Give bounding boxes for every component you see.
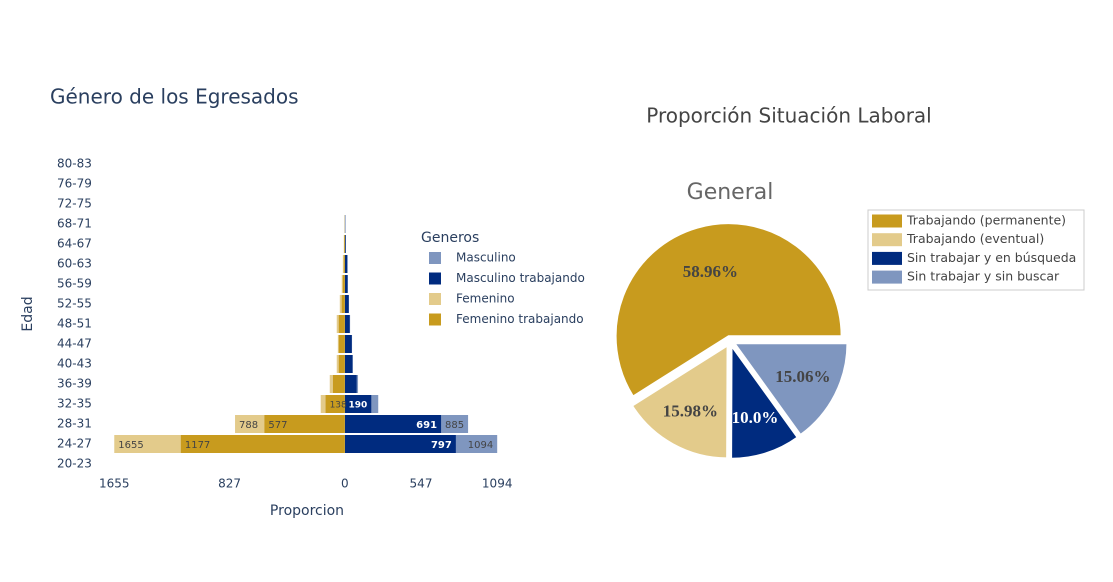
slice-label: 10.0% [732, 408, 779, 427]
bar [338, 315, 345, 333]
bar [343, 255, 345, 273]
bar [344, 235, 346, 253]
legend-swatch [429, 252, 441, 264]
bar [344, 295, 349, 313]
legend-swatch [429, 293, 441, 305]
legend-swatch [872, 233, 902, 247]
y-tick-label: 48-51 [57, 317, 92, 331]
legend-label: Femenino [456, 292, 515, 306]
x-tick-label: 0 [341, 477, 349, 491]
y-tick-label: 68-71 [57, 217, 92, 231]
pie-slice [730, 342, 799, 460]
bar [342, 275, 345, 293]
bar-value-label: 1177 [185, 440, 210, 451]
bar [344, 415, 442, 433]
y-tick-label: 20-23 [57, 457, 92, 471]
legend-label: Femenino trabajando [456, 312, 584, 326]
bar-value-label: 190 [348, 401, 367, 411]
bar [344, 395, 372, 413]
legend-label: Masculino [456, 251, 516, 265]
y-tick-label: 32-35 [57, 397, 92, 411]
y-axis-title: Edad [20, 296, 36, 331]
bar [344, 255, 348, 273]
pie-legend-box [867, 209, 1085, 291]
x-tick-label: 827 [218, 477, 241, 491]
legend-swatch [429, 272, 441, 285]
y-tick-label: 28-31 [57, 417, 92, 431]
y-tick-label: 64-67 [57, 237, 92, 251]
bar [264, 415, 345, 433]
bar [338, 355, 345, 373]
y-tick-label: 36-39 [57, 377, 92, 391]
bar [332, 375, 345, 393]
y-tick-label: 60-63 [57, 257, 92, 271]
legend-label: Sin trabajar y sin buscar [907, 269, 1060, 284]
x-axis-title: Proporcion [270, 503, 344, 519]
x-tick-label: 1094 [482, 477, 513, 491]
legend-swatch [872, 251, 902, 265]
legend-swatch [429, 313, 441, 326]
bar [344, 315, 350, 333]
legend-swatch [872, 270, 902, 284]
y-tick-label: 72-75 [57, 197, 92, 211]
bar [342, 255, 345, 273]
bar [180, 435, 345, 453]
bar [338, 335, 345, 353]
pie-slice [614, 222, 843, 398]
chart-title: Género de los Egresados [50, 85, 299, 109]
bar-value-label: 797 [431, 440, 452, 451]
bar-value-label: 691 [416, 420, 437, 431]
bar [344, 335, 352, 353]
bar [344, 375, 357, 393]
chart-subtitle: General [687, 180, 774, 205]
legend-label: Sin trabajar y en búsqueda [907, 250, 1076, 265]
bar [344, 275, 348, 293]
chart-title: Proporción Situación Laboral [646, 104, 931, 128]
legend-title: Generos [421, 230, 479, 246]
legend-label: Trabajando (permanente) [906, 213, 1066, 228]
bar-value-label: 885 [445, 420, 464, 431]
slice-label: 15.06% [775, 367, 830, 386]
bar [344, 355, 353, 373]
x-tick-label: 1655 [99, 477, 130, 491]
slice-label: 58.96% [683, 262, 738, 281]
y-tick-label: 40-43 [57, 357, 92, 371]
bar [341, 295, 345, 313]
y-tick-label: 56-59 [57, 277, 92, 291]
bar [325, 395, 345, 413]
legend-swatch [872, 214, 902, 228]
bar [344, 235, 345, 253]
pie-slice [732, 342, 849, 437]
legend-label: Trabajando (eventual) [906, 231, 1044, 246]
legend-label: Masculino trabajando [456, 271, 585, 285]
bar-value-label: 788 [239, 420, 258, 431]
bar [344, 435, 456, 453]
pie-slice [630, 343, 729, 460]
bar-value-label: 577 [268, 420, 287, 431]
bar-value-label: 1094 [468, 440, 493, 451]
x-tick-label: 547 [410, 477, 433, 491]
y-tick-label: 24-27 [57, 437, 92, 451]
y-tick-label: 44-47 [57, 337, 92, 351]
y-tick-label: 80-83 [57, 157, 92, 171]
bar-value-label: 1655 [118, 440, 143, 451]
y-tick-label: 76-79 [57, 177, 92, 191]
slice-label: 15.98% [663, 401, 718, 420]
bar-value-label: 138 [330, 401, 347, 411]
y-tick-label: 52-55 [57, 297, 92, 311]
